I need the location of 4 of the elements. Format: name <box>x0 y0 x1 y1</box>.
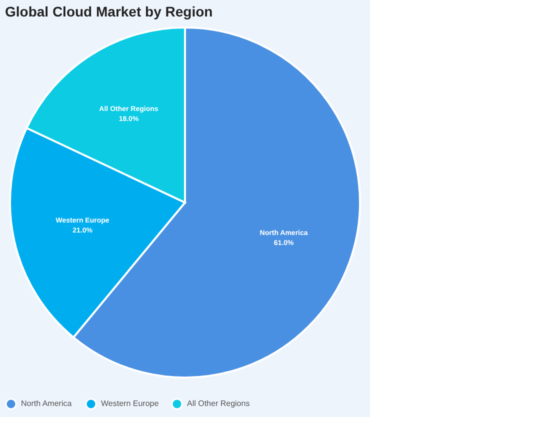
legend-label: All Other Regions <box>187 399 250 408</box>
legend-label: North America <box>21 399 72 408</box>
legend-label: Western Europe <box>101 399 160 408</box>
chart-title: Global Cloud Market by Region <box>5 4 213 20</box>
